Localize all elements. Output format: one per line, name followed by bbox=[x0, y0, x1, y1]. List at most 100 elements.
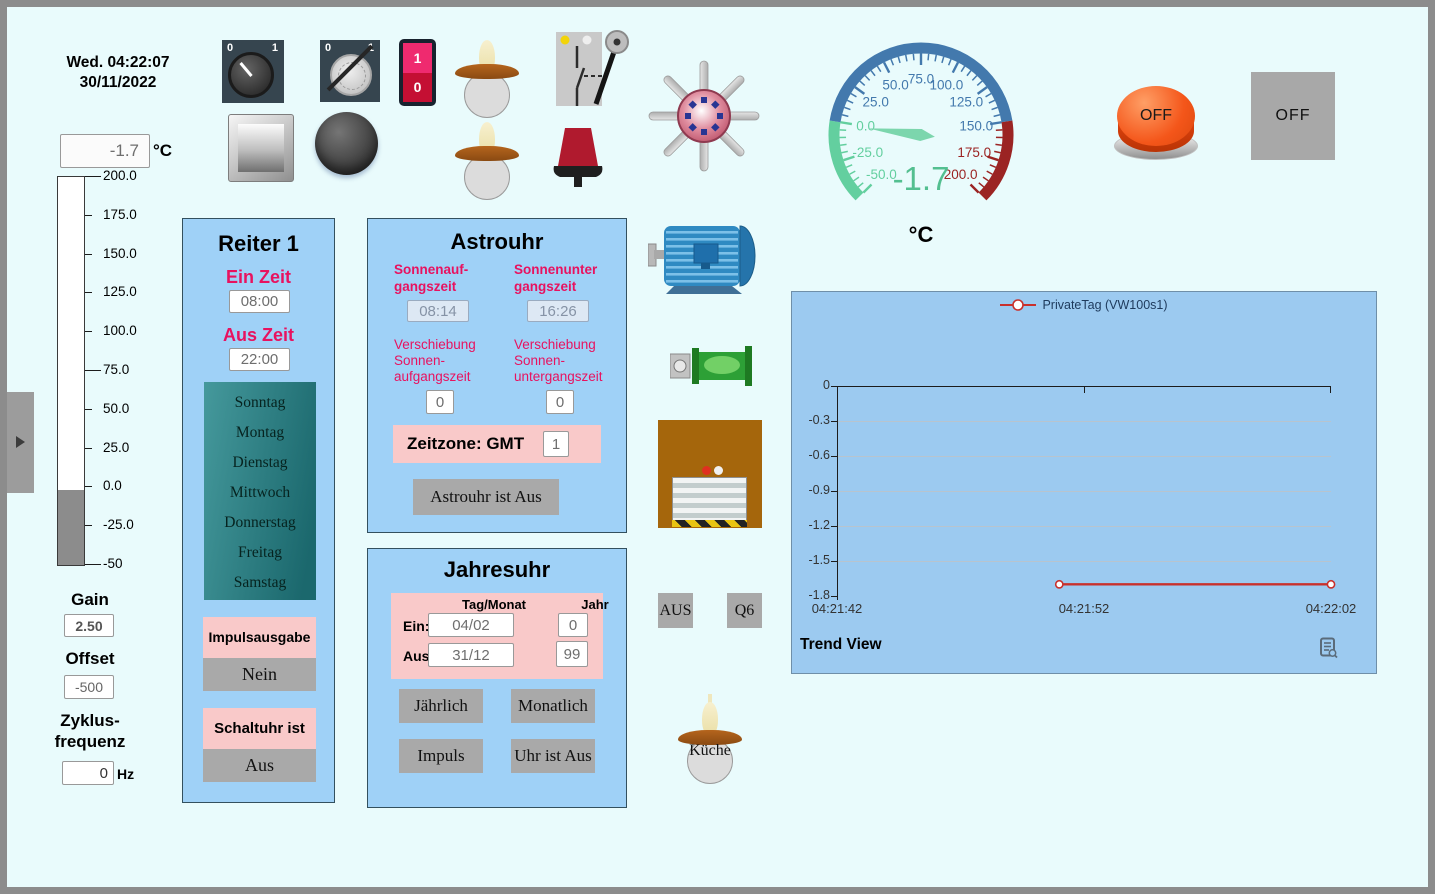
cycle-frequency-unit: Hz bbox=[117, 766, 135, 782]
thermo-tick-label: 75.0 bbox=[103, 362, 130, 377]
temperature-readout[interactable] bbox=[60, 134, 150, 168]
reiter1-title: Reiter 1 bbox=[218, 231, 299, 256]
thermo-tick-label: 150.0 bbox=[103, 246, 137, 261]
day-item[interactable]: Donnerstag bbox=[224, 514, 296, 531]
ytick-label: -0.6 bbox=[808, 448, 830, 462]
sunrise-time-input[interactable] bbox=[407, 300, 469, 322]
rotary-switch-on[interactable]: 0 1 bbox=[222, 40, 284, 103]
thermo-tick bbox=[85, 448, 92, 449]
thermo-tick bbox=[85, 292, 92, 293]
impulse-button[interactable]: Impuls bbox=[399, 739, 483, 773]
temperature-unit: °C bbox=[153, 141, 173, 160]
rotary-switch-off[interactable]: 0 1 bbox=[320, 40, 380, 102]
offset-label: Offset bbox=[65, 649, 115, 668]
day-item[interactable]: Samstag bbox=[233, 574, 287, 591]
gauge-unit-label: °C bbox=[908, 222, 934, 247]
report-view-icon[interactable] bbox=[1317, 637, 1339, 659]
svg-text:50.0: 50.0 bbox=[882, 78, 908, 93]
grid-h bbox=[837, 491, 1331, 492]
svg-text:-1.7: -1.7 bbox=[893, 160, 950, 197]
monthly-button[interactable]: Monatlich bbox=[511, 689, 595, 723]
cycle-frequency-label: Zyklus- frequenz bbox=[54, 711, 126, 751]
sunrise-label: Sonnenauf- gangszeit bbox=[394, 262, 469, 294]
day-item[interactable]: Dienstag bbox=[232, 454, 288, 471]
off-round-button[interactable]: OFF bbox=[1112, 72, 1200, 164]
thermo-tick bbox=[85, 486, 92, 487]
reiter1-panel: Reiter 1 Ein Zeit Aus Zeit Sonntag Montag… bbox=[182, 218, 335, 803]
ceiling-lamp-icon bbox=[455, 38, 519, 120]
shift-sunrise-input[interactable] bbox=[426, 390, 454, 414]
knife-switch-icon[interactable] bbox=[556, 26, 630, 108]
thermo-tick-label: -50 bbox=[103, 556, 123, 571]
yearly-button[interactable]: Jährlich bbox=[399, 689, 483, 723]
pump-icon bbox=[670, 346, 752, 386]
gain-input[interactable] bbox=[64, 614, 114, 637]
jahres-ein-daymonth-input[interactable] bbox=[428, 613, 514, 637]
cycle-frequency-input[interactable] bbox=[62, 761, 114, 785]
offset-input[interactable] bbox=[64, 675, 114, 699]
axis bbox=[1084, 386, 1085, 393]
day-item[interactable]: Mittwoch bbox=[229, 484, 291, 501]
rocker-1-label: 1 bbox=[403, 43, 432, 73]
col-day-month: Tag/Monat bbox=[461, 597, 527, 612]
ytick-label: -1.8 bbox=[808, 588, 830, 602]
dark-round-button[interactable] bbox=[315, 112, 378, 175]
kueche-lamp-icon: Küche bbox=[678, 694, 742, 784]
ytick-label: -1.5 bbox=[808, 553, 830, 567]
ytick-label: -0.9 bbox=[808, 483, 830, 497]
axis bbox=[831, 596, 837, 597]
rocker-switch[interactable]: 1 0 bbox=[399, 39, 436, 106]
thermo-tick-label: 200.0 bbox=[103, 168, 137, 183]
ein-zeit-input[interactable] bbox=[229, 290, 290, 313]
off-round-label: OFF bbox=[1117, 86, 1195, 146]
axis bbox=[831, 421, 837, 422]
jahres-ein-year-input[interactable] bbox=[558, 613, 588, 637]
day-item[interactable]: Sonntag bbox=[234, 394, 286, 411]
thermo-tick bbox=[85, 254, 92, 255]
thermo-tick bbox=[85, 409, 92, 410]
date-text: 30/11/2022 bbox=[79, 74, 157, 91]
day-item[interactable]: Montag bbox=[235, 424, 285, 441]
clock-state-button[interactable]: Uhr ist Aus bbox=[511, 739, 595, 773]
red-indicator-dot bbox=[702, 466, 711, 475]
axis bbox=[831, 561, 837, 562]
red-signal-icon bbox=[553, 128, 603, 187]
schaltuhr-state-button[interactable]: Aus bbox=[203, 749, 316, 782]
fan-icon bbox=[648, 60, 760, 172]
q6-button[interactable]: Q6 bbox=[727, 593, 762, 628]
thermo-tick bbox=[85, 525, 92, 526]
svg-text:150.0: 150.0 bbox=[959, 119, 993, 134]
timezone-input[interactable] bbox=[543, 431, 569, 457]
trend-legend: PrivateTag (VW100s1) bbox=[792, 298, 1376, 312]
ceiling-lamp-icon bbox=[455, 120, 519, 202]
jahresuhr-date-box: Tag/Monat Jahr Ein: Aus: bbox=[391, 593, 609, 679]
white-indicator-dot bbox=[714, 466, 723, 475]
timezone-label: Zeitzone: GMT bbox=[407, 434, 525, 453]
axis bbox=[1330, 386, 1331, 393]
thermometer-fill bbox=[58, 490, 84, 565]
jahres-aus-year-input[interactable] bbox=[556, 641, 588, 667]
oven-shutter-icon bbox=[658, 420, 762, 528]
shift-sunset-input[interactable] bbox=[546, 390, 574, 414]
gain-label: Gain bbox=[71, 590, 109, 609]
astrouhr-state-button[interactable]: Astrouhr ist Aus bbox=[413, 479, 559, 515]
thermo-tick bbox=[85, 176, 101, 177]
sunset-time-input[interactable] bbox=[527, 300, 589, 322]
aus-zeit-input[interactable] bbox=[229, 348, 290, 371]
impulsausgabe-state-button[interactable]: Nein bbox=[203, 658, 316, 691]
rocker-0-label: 0 bbox=[403, 72, 432, 102]
aus-button[interactable]: AUS bbox=[658, 593, 693, 628]
kueche-label: Küche bbox=[689, 742, 731, 759]
shift-sunset-label: Verschiebung Sonnen- untergangszeit bbox=[514, 337, 603, 384]
sidebar-flyout-tab[interactable] bbox=[7, 392, 34, 493]
off-square-button[interactable]: OFF bbox=[1251, 72, 1335, 160]
rotary-on-1-label: 1 bbox=[271, 42, 278, 54]
day-item[interactable]: Freitag bbox=[238, 544, 282, 561]
grid-h bbox=[837, 421, 1331, 422]
thermo-tick-label: 50.0 bbox=[103, 401, 130, 416]
jahres-aus-label: Aus: bbox=[403, 648, 435, 664]
jahres-aus-daymonth-input[interactable] bbox=[428, 643, 514, 667]
shutter-louvre bbox=[672, 477, 747, 521]
thermo-tick bbox=[85, 564, 101, 565]
metal-push-button[interactable] bbox=[228, 114, 294, 182]
